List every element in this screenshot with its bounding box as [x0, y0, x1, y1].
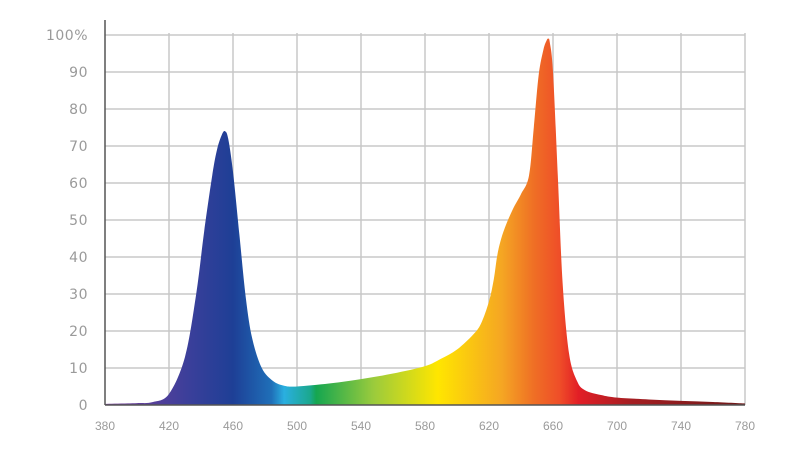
- x-tick-label: 780: [735, 419, 755, 433]
- x-axis-ticks: 380 420 460 500 540 580 620 660 700 740 780: [95, 419, 755, 433]
- y-tick-label: 90: [69, 65, 88, 81]
- x-tick-label: 460: [223, 419, 243, 433]
- x-tick-label: 740: [671, 419, 691, 433]
- y-tick-label: 0: [79, 398, 88, 414]
- x-tick-label: 420: [159, 419, 179, 433]
- x-tick-label: 380: [95, 419, 115, 433]
- y-tick-label: 80: [69, 102, 88, 118]
- x-tick-label: 660: [543, 419, 563, 433]
- spectrum-area: [105, 38, 745, 405]
- y-tick-label: 40: [69, 250, 88, 266]
- y-tick-label: 10: [69, 361, 88, 377]
- axes: [104, 20, 745, 406]
- y-tick-label: 70: [69, 139, 88, 155]
- y-tick-label: 60: [69, 176, 88, 192]
- y-tick-label: 30: [69, 287, 88, 303]
- y-axis-ticks: 0 10 20 30 40 50 60 70 80 90 100%: [46, 28, 88, 414]
- x-tick-label: 540: [351, 419, 371, 433]
- x-tick-label: 700: [607, 419, 627, 433]
- y-tick-label: 50: [69, 213, 88, 229]
- y-tick-label: 100%: [46, 28, 88, 44]
- y-tick-label: 20: [69, 324, 88, 340]
- x-tick-label: 580: [415, 419, 435, 433]
- x-tick-label: 620: [479, 419, 499, 433]
- x-tick-label: 500: [287, 419, 307, 433]
